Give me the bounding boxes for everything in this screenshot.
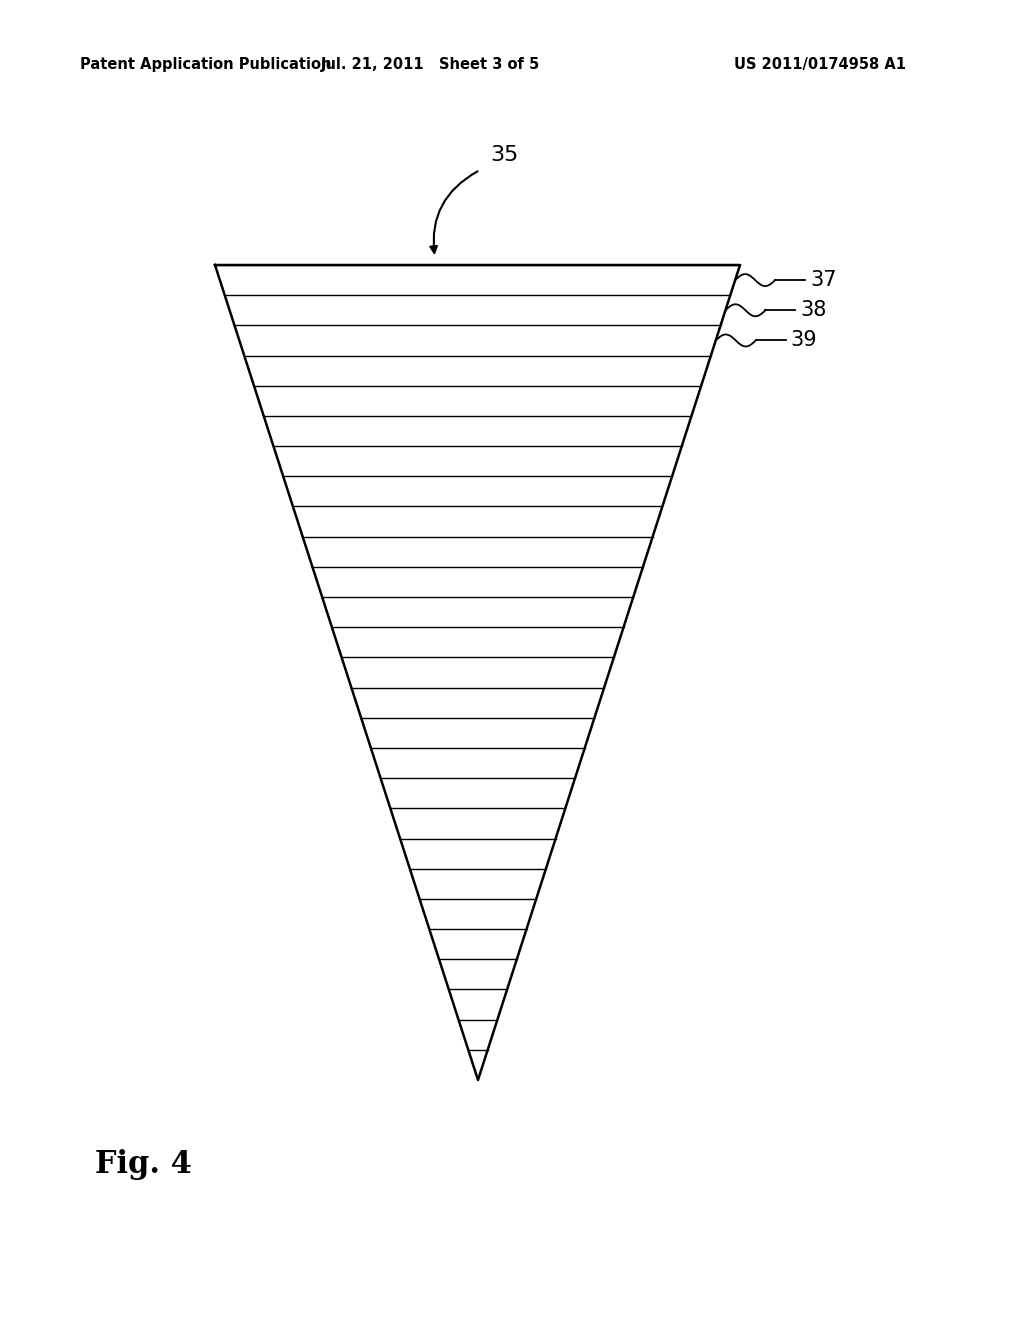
- Text: Fig. 4: Fig. 4: [95, 1150, 191, 1180]
- Text: 38: 38: [801, 300, 826, 321]
- Polygon shape: [215, 265, 740, 1080]
- Text: 37: 37: [810, 271, 837, 290]
- Text: Patent Application Publication: Patent Application Publication: [80, 58, 332, 73]
- Text: US 2011/0174958 A1: US 2011/0174958 A1: [734, 58, 906, 73]
- Text: Jul. 21, 2011   Sheet 3 of 5: Jul. 21, 2011 Sheet 3 of 5: [321, 58, 540, 73]
- Text: 35: 35: [490, 145, 518, 165]
- Text: 39: 39: [791, 330, 817, 351]
